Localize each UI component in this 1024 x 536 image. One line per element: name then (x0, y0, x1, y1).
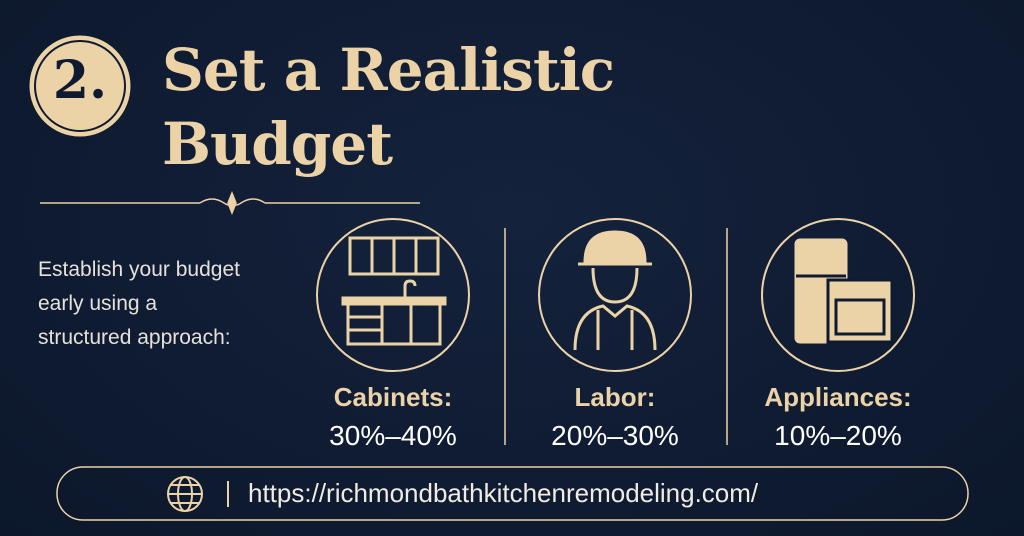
worker-icon (573, 230, 657, 351)
intro-line: structured approach: (38, 326, 231, 349)
globe-icon (167, 476, 203, 512)
url-link[interactable]: https://richmondbathkitchenremodeling.co… (248, 478, 759, 508)
icon-circle (761, 218, 915, 372)
item-range: 30%–40% (329, 420, 457, 451)
intro-line: early using a (38, 292, 158, 315)
title-line: Budget (162, 110, 393, 178)
intro-line: Establish your budget (38, 258, 240, 281)
appliance-icon (794, 238, 894, 344)
icon-circle (538, 218, 692, 372)
item-label: Appliances: (764, 382, 912, 412)
item-range: 10%–20% (774, 420, 902, 451)
ornament (40, 190, 420, 216)
icon-circle (316, 218, 470, 372)
item-label: Cabinets: (333, 382, 453, 412)
number-badge (29, 35, 131, 137)
step-number: 2. (52, 50, 108, 111)
number-badge-ring (34, 40, 126, 132)
url-pill (56, 466, 969, 521)
item-range: 20%–30% (551, 420, 679, 451)
item-label: Labor: (574, 382, 656, 412)
title-line: Set a Realistic (162, 36, 615, 104)
cabinet-icon (341, 236, 447, 346)
